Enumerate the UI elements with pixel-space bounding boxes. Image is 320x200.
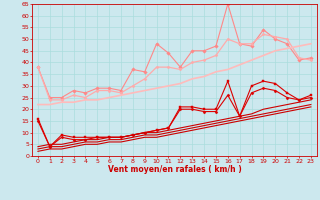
X-axis label: Vent moyen/en rafales ( km/h ): Vent moyen/en rafales ( km/h ): [108, 165, 241, 174]
